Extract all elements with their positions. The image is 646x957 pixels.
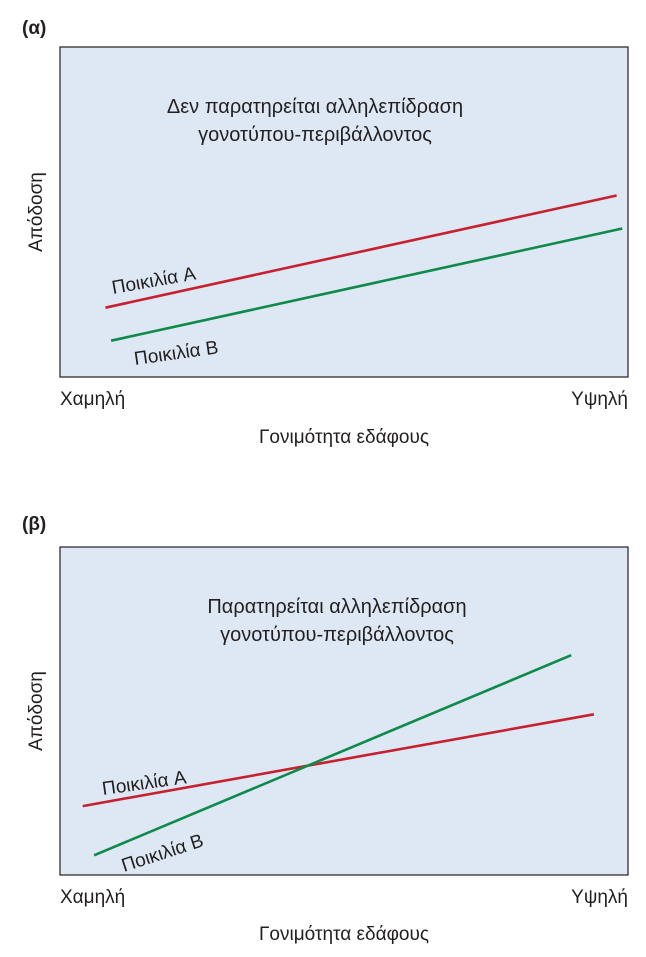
x-axis-label-beta: Γονιμότητα εδάφους (259, 924, 429, 945)
x-tick-low-beta: Χαμηλή (60, 887, 125, 908)
y-axis-label-beta: Απόδοση (26, 671, 47, 751)
annotation-line1-alpha: Δεν παρατηρείται αλληλεπίδραση (167, 96, 463, 118)
series-layer-alpha (105, 194, 623, 342)
x-tick-high-beta: Υψηλή (571, 887, 628, 908)
series-line-a-beta (82, 713, 595, 808)
x-tick-low-alpha: Χαμηλή (60, 389, 125, 410)
annotation-line1-beta: Παρατηρείται αλληλεπίδραση (207, 596, 466, 618)
panel-label-beta: (β) (22, 514, 46, 535)
plot-area-alpha (59, 46, 629, 378)
panel-beta: (β) Παρατηρείται αλληλεπίδραση γονοτύπου… (22, 514, 629, 945)
panel-alpha: (α) Δεν παρατηρείται αλληλεπίδραση γονοτ… (22, 18, 629, 448)
y-axis-label-alpha: Απόδοση (26, 172, 47, 252)
series-layer-beta (82, 654, 595, 857)
panel-label-alpha: (α) (22, 18, 46, 39)
plot-area-beta (59, 546, 629, 876)
annotation-line2-alpha: γονοτύπου-περιβάλλοντος (198, 124, 432, 146)
x-tick-high-alpha: Υψηλή (571, 389, 628, 410)
series-line-b-alpha (110, 227, 623, 342)
series-line-b-beta (93, 654, 572, 857)
series-line-a-alpha (105, 194, 617, 309)
annotation-line2-beta: γονοτύπου-περιβάλλοντος (220, 624, 454, 646)
x-axis-label-alpha: Γονιμότητα εδάφους (259, 427, 429, 448)
